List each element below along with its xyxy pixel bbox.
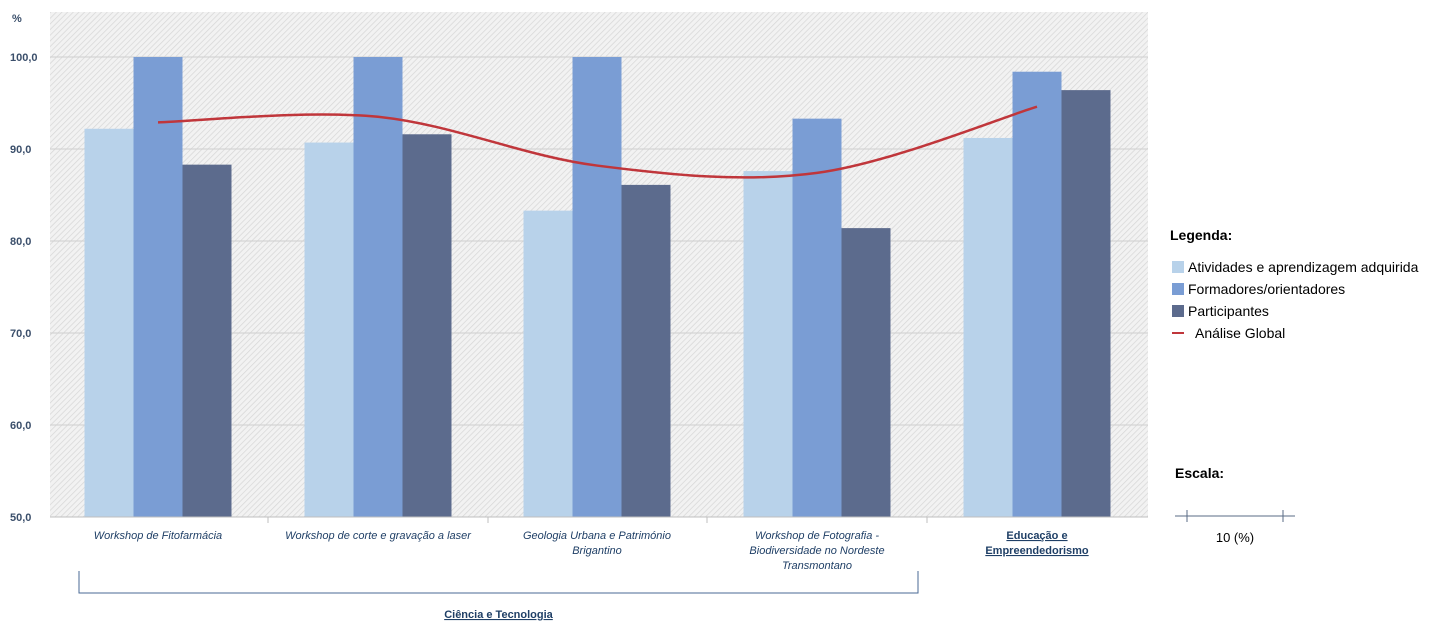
legend-label-1: Atividades e aprendizagem adquirida	[1188, 259, 1419, 275]
group-label: Ciência e Tecnologia	[444, 609, 553, 621]
legend-label-2: Formadores/orientadores	[1188, 281, 1345, 297]
category-label: Workshop de corte e gravação a laser	[285, 530, 472, 542]
category-label: Brigantino	[572, 545, 622, 557]
category-label: Transmontano	[782, 560, 852, 572]
legend: Legenda: Atividades e aprendizagem adqui…	[1170, 227, 1419, 341]
bar-2-1	[133, 57, 183, 517]
bar-1-5	[963, 137, 1013, 517]
y-tick-label: 60,0	[10, 420, 31, 432]
y-tick-label: 90,0	[10, 144, 31, 156]
category-label: Geologia Urbana e Património	[523, 530, 671, 542]
category-label: Workshop de Fitofarmácia	[94, 530, 222, 542]
legend-items: Atividades e aprendizagem adquirida Forma…	[1172, 259, 1419, 341]
bar-1-1	[84, 128, 134, 517]
bar-1-3	[523, 210, 573, 517]
line-analise-global	[157, 105, 1038, 179]
category-label: Biodiversidade no Nordeste	[749, 545, 884, 557]
legend-title: Legenda:	[1170, 227, 1232, 243]
bar-3-3	[621, 184, 671, 517]
bar-1-4	[743, 171, 793, 517]
legend-label-line: Análise Global	[1195, 325, 1285, 341]
legend-label-3: Participantes	[1188, 303, 1269, 319]
scale-title: Escala:	[1175, 465, 1224, 481]
bar-3-1	[182, 164, 232, 517]
legend-swatch-3	[1172, 305, 1184, 317]
legend-swatch-2	[1172, 283, 1184, 295]
bar-2-4	[792, 118, 842, 517]
category-label: Workshop de Fotografia -	[755, 530, 879, 542]
scale-label: 10 (%)	[1216, 530, 1254, 545]
y-tick-label: 80,0	[10, 236, 31, 248]
x-axis-category-labels: Workshop de Fitofarmácia Workshop de cort…	[94, 530, 1089, 572]
bar-1-2	[304, 142, 354, 517]
category-groups: Ciência e Tecnologia	[78, 571, 919, 621]
y-axis-unit: %	[12, 13, 22, 25]
legend-swatch-1	[1172, 261, 1184, 273]
category-label: Empreendedorismo	[985, 545, 1089, 557]
x-axis-tick-marks	[267, 517, 928, 523]
y-tick-label: 100,0	[10, 52, 38, 64]
bar-2-2	[353, 57, 403, 517]
y-axis-ticks: 50,0 60,0 70,0 80,0 90,0 100,0	[10, 52, 38, 524]
scale: Escala: 10 (%)	[1175, 465, 1295, 545]
bar-3-2	[402, 134, 452, 517]
bar-2-5	[1012, 71, 1062, 517]
bar-2-3	[572, 57, 622, 517]
y-tick-label: 70,0	[10, 328, 31, 340]
bar-3-4	[841, 228, 891, 517]
bars	[84, 57, 1111, 518]
category-label: Educação e	[1006, 530, 1067, 542]
group-bracket	[78, 571, 919, 594]
y-tick-label: 50,0	[10, 512, 31, 524]
bar-3-5	[1061, 90, 1111, 518]
